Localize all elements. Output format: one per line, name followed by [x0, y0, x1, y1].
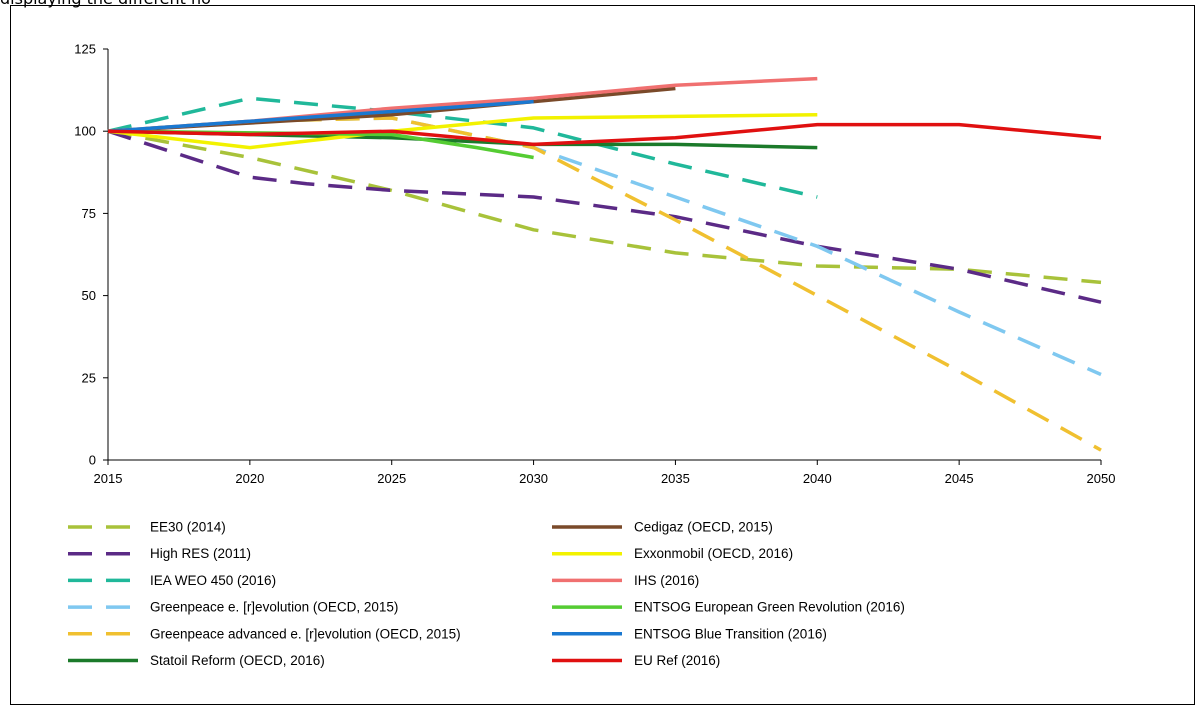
legend-label: EU Ref (2016)	[634, 653, 720, 668]
legend-label: Cedigaz (OECD, 2015)	[634, 520, 773, 535]
y-tick-label: 0	[89, 453, 96, 468]
y-tick-label: 75	[82, 206, 96, 221]
y-tick-label: 50	[82, 288, 96, 303]
legend-label: EE30 (2014)	[150, 520, 226, 535]
legend-label: IHS (2016)	[634, 573, 699, 588]
series-line	[107, 96, 818, 199]
series-line	[107, 122, 1102, 147]
x-tick-label: 2030	[519, 471, 548, 486]
y-tick-label: 125	[74, 42, 96, 57]
legend-label: ENTSOG European Green Revolution (2016)	[634, 600, 905, 615]
legend-label: Greenpeace advanced e. [r]evolution (OEC…	[150, 626, 461, 641]
x-tick-label: 2020	[235, 471, 264, 486]
series-line	[107, 116, 1102, 377]
legend-label: High RES (2011)	[150, 546, 251, 561]
x-tick-label: 2040	[803, 471, 832, 486]
legend-label: Statoil Reform (OECD, 2016)	[150, 653, 325, 668]
legend-label: IEA WEO 450 (2016)	[150, 573, 276, 588]
y-tick-label: 25	[82, 370, 96, 385]
series-line	[107, 129, 1102, 285]
legend-label: Greenpeace e. [r]evolution (OECD, 2015)	[150, 600, 398, 615]
x-tick-label: 2045	[945, 471, 974, 486]
x-tick-label: 2050	[1087, 471, 1116, 486]
x-tick-label: 2025	[377, 471, 406, 486]
y-tick-label: 100	[74, 124, 96, 139]
x-tick-label: 2015	[94, 471, 123, 486]
x-tick-label: 2035	[661, 471, 690, 486]
legend-label: Exxonmobil (OECD, 2016)	[634, 546, 793, 561]
line-chart: 0 25 50 75 100 125 2015 2020 2025 2030 2035 2040 204…	[68, 42, 1116, 668]
legend-label: ENTSOG Blue Transition (2016)	[634, 626, 827, 641]
series-line	[107, 129, 1102, 304]
series-line	[107, 99, 534, 133]
series-line	[107, 116, 1102, 452]
header-text-fragment: displaying the different ho	[0, 0, 211, 8]
